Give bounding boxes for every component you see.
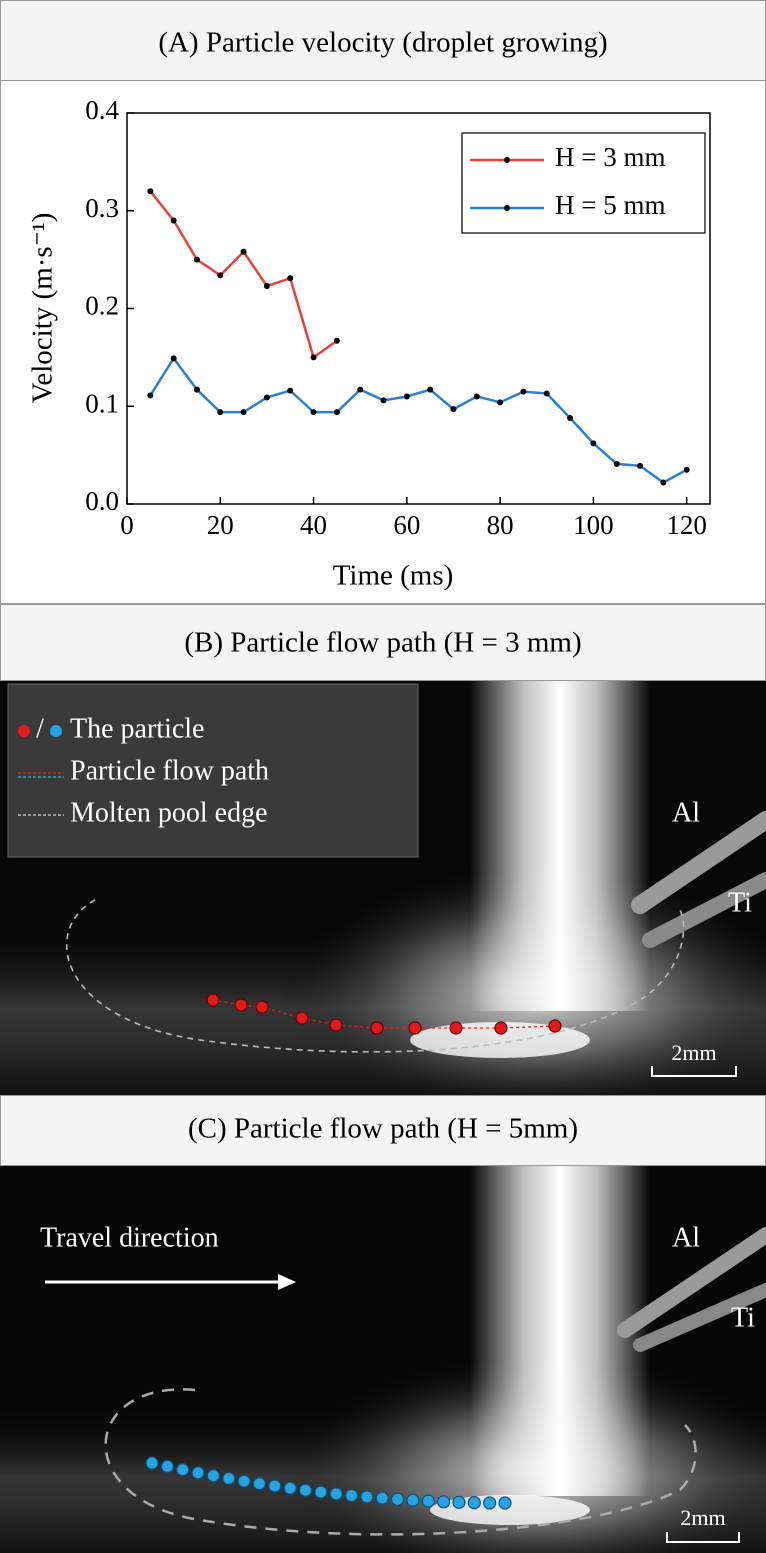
data-point [287, 387, 294, 394]
legend-box [461, 132, 706, 234]
label-ti: Ti [731, 1302, 755, 1333]
data-point [333, 337, 340, 344]
data-point [217, 409, 224, 416]
legend-marker [504, 205, 510, 211]
y-tick-label: 0.2 [85, 291, 119, 321]
y-tick-label: 0.0 [85, 486, 119, 516]
panel-b-title: (B) Particle flow path (H = 3 mm) [184, 627, 581, 659]
data-point [473, 393, 480, 400]
data-point [147, 392, 154, 399]
scale-bar-label: 2mm [671, 1040, 716, 1065]
data-point [240, 248, 247, 255]
particle [298, 1483, 313, 1497]
y-tick-label: 0.3 [85, 193, 119, 223]
panel-a-header [0, 0, 766, 81]
data-point [497, 399, 504, 406]
data-point [380, 397, 387, 404]
label-al: Al [672, 1222, 700, 1253]
data-point [613, 460, 620, 467]
x-tick-label: 60 [393, 510, 420, 540]
data-point [567, 414, 574, 421]
x-tick-label: 100 [573, 510, 614, 540]
scale-bar-label: 2mm [680, 1505, 725, 1530]
particle [252, 1477, 267, 1491]
particle [222, 1471, 236, 1486]
particle [390, 1492, 405, 1506]
data-point [263, 394, 270, 401]
data-point [310, 354, 317, 361]
legend-marker [504, 157, 510, 163]
particle [237, 1474, 251, 1488]
particle [145, 1456, 159, 1470]
particle [344, 1488, 359, 1503]
data-point [683, 466, 690, 473]
particle [206, 1469, 220, 1483]
data-point [170, 217, 177, 224]
data-point [147, 188, 154, 195]
particle [329, 1487, 343, 1501]
data-point [450, 406, 457, 413]
x-tick-label: 120 [666, 510, 707, 540]
particle [437, 1495, 451, 1509]
label-ti: Ti [728, 887, 752, 918]
panel-b-photo [0, 681, 766, 1120]
particle [467, 1496, 481, 1510]
data-point [287, 275, 294, 282]
data-point [357, 386, 364, 393]
particle [375, 1491, 389, 1505]
legend-label: Molten pool edge [70, 797, 268, 828]
data-point [193, 386, 200, 393]
particle [360, 1490, 374, 1504]
legend-label: H = 5 mm [555, 190, 665, 220]
data-point [660, 479, 667, 486]
x-tick-label: 0 [120, 510, 134, 540]
legend-separator: / [36, 713, 44, 744]
series-line [149, 356, 688, 484]
data-point [170, 355, 177, 362]
panel-c-photo [0, 1166, 766, 1553]
particle [421, 1494, 435, 1508]
particle [483, 1496, 497, 1510]
panel-c-title: (C) Particle flow path (H = 5mm) [188, 1113, 578, 1145]
particle [191, 1466, 205, 1480]
particle [314, 1485, 328, 1499]
panel-a-frame [0, 0, 766, 604]
panel-c-header [0, 1095, 766, 1166]
particle [452, 1495, 466, 1509]
x-tick-label: 80 [487, 510, 514, 540]
data-point [520, 388, 527, 395]
chart-title: (A) Particle velocity (droplet growing) [158, 27, 607, 59]
data-point [637, 462, 644, 469]
data-point [333, 409, 340, 416]
data-point [217, 272, 224, 279]
annotation: Travel direction [40, 1222, 219, 1253]
x-tick-label: 40 [300, 510, 327, 540]
data-point [403, 393, 410, 400]
legend-label: H = 3 mm [555, 142, 665, 172]
legend-label: The particle [70, 713, 204, 744]
data-point [193, 256, 200, 263]
label-al: Al [672, 797, 700, 828]
y-tick-label: 0.1 [85, 388, 119, 418]
particle [268, 1479, 282, 1493]
x-axis-label: Time (ms) [333, 560, 454, 592]
particle [406, 1493, 420, 1507]
data-point [590, 440, 597, 447]
legend-label: Particle flow path [70, 755, 269, 786]
y-tick-label: 0.4 [85, 95, 119, 125]
data-point [543, 390, 550, 397]
data-point [263, 283, 270, 290]
particle [176, 1463, 190, 1477]
data-point [310, 409, 317, 416]
data-point [240, 409, 247, 416]
particle [160, 1459, 174, 1474]
particle [498, 1496, 512, 1510]
y-axis-label: Velocity (m·s⁻¹) [27, 213, 59, 404]
x-tick-label: 20 [207, 510, 234, 540]
panel-b-header [0, 604, 766, 681]
data-point [427, 386, 434, 393]
particle [283, 1481, 297, 1495]
